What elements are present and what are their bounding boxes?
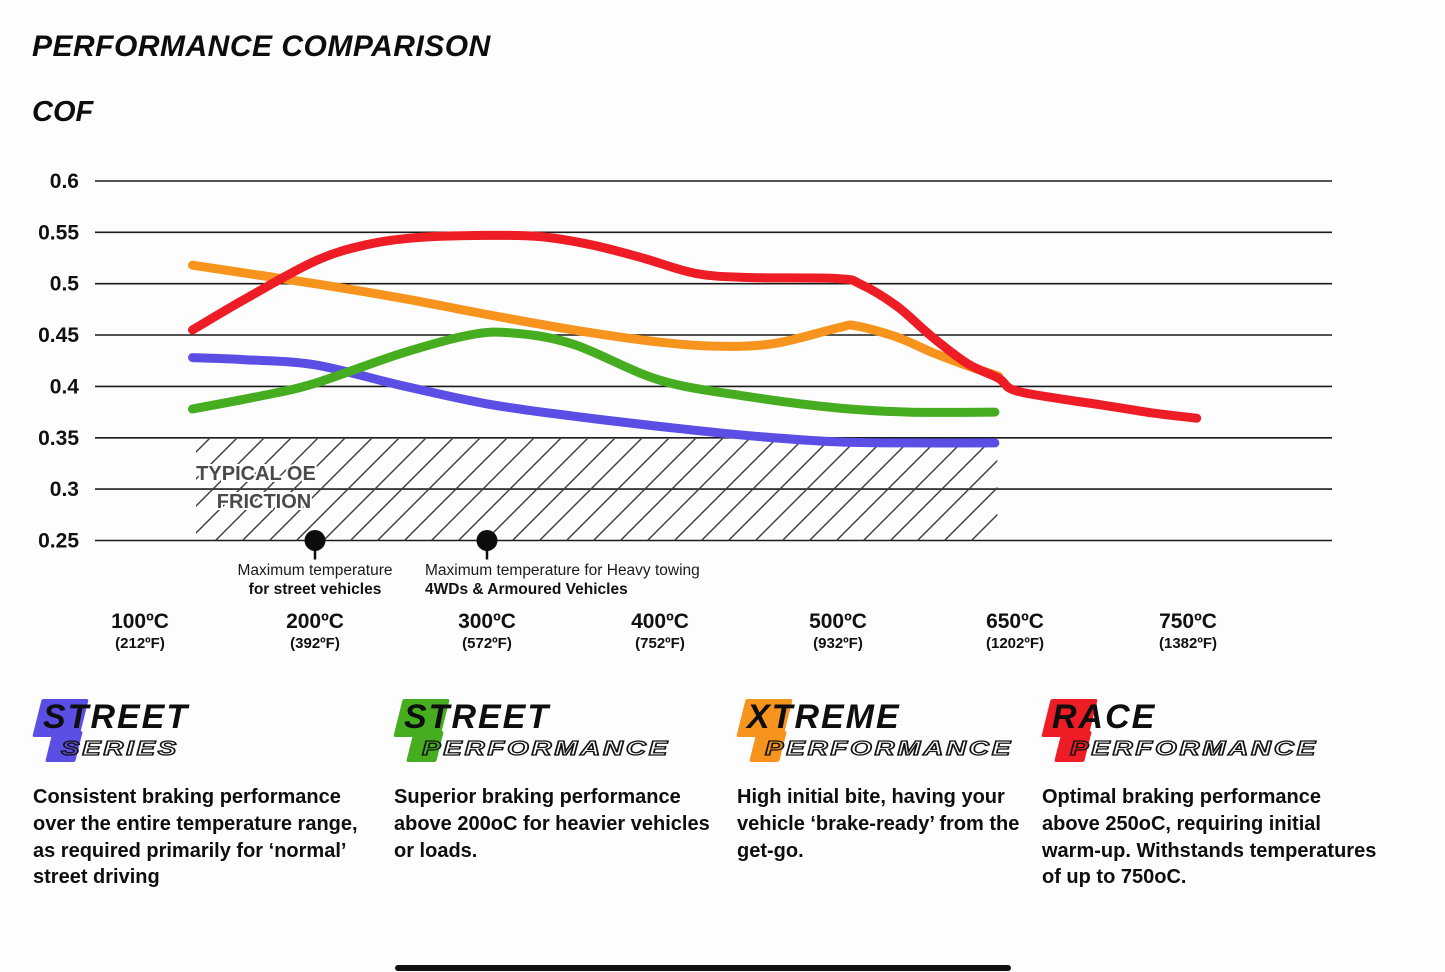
y-tick-label: 0.35: [38, 427, 79, 450]
legend-description: Superior braking performance above 200oC…: [394, 786, 710, 862]
y-tick-label: 0.5: [50, 273, 80, 296]
curve-xtreme-performance: [188, 260, 1003, 381]
street-performance-logo: STREET PERFORMANCE: [393, 698, 724, 772]
oe-friction-band: [196, 438, 998, 541]
brand-bottom-label: PERFORMANCE: [764, 737, 1013, 760]
annotation-text: Maximum temperature: [237, 562, 392, 579]
legend-item-race-performance: RACE PERFORMANCE Optimal braking perform…: [1041, 698, 1377, 891]
x-tick-sublabel: (392ºF): [290, 635, 340, 652]
y-tick-label: 0.6: [50, 170, 79, 193]
x-tick-sublabel: (572ºF): [462, 635, 512, 652]
svg-text:PERFORMANCE: PERFORMANCE: [422, 738, 670, 760]
x-tick-label: 400ºC: [631, 610, 689, 633]
video-progress-bar[interactable]: [395, 965, 1011, 971]
y-tick-label: 0.3: [50, 478, 79, 501]
curve-street-series: [188, 353, 1000, 448]
annotation-text: 4WDs & Armoured Vehicles: [425, 581, 628, 598]
annotation-text: for street vehicles: [249, 581, 382, 598]
x-tick-sublabel: (1382ºF): [1159, 635, 1217, 652]
y-tick-label: 0.25: [38, 530, 79, 553]
page-title: PERFORMANCE COMPARISON: [32, 30, 491, 63]
annotation-dot: [304, 530, 326, 551]
brand-top-label: STREET: [404, 698, 551, 736]
legend-description: Consistent braking performance over the …: [33, 786, 358, 889]
legend-description: Optimal braking performance above 250oC,…: [1042, 786, 1377, 889]
x-tick-label: 300ºC: [458, 610, 516, 633]
x-tick-label: 100ºC: [111, 610, 169, 633]
brand-bottom-label: PERFORMANCE: [1069, 737, 1318, 760]
x-tick-label: 500ºC: [809, 610, 867, 633]
brand-top-label: XTREME: [747, 698, 901, 736]
brand-top-label: STREET: [43, 698, 190, 736]
y-axis-title: COF: [32, 96, 94, 128]
brand-bottom-label: PERFORMANCE: [421, 737, 670, 760]
street-series-logo: STREET SERIES: [32, 698, 368, 772]
xtreme-performance-logo: XTREME PERFORMANCE: [736, 698, 1042, 772]
svg-text:PERFORMANCE: PERFORMANCE: [1070, 738, 1318, 760]
performance-chart: 0.6 0.55 0.5 0.45 0.4 0.35 0.3 0.25 TYPICAL OE FR…: [38, 170, 1332, 652]
legend: STREET SERIES Consistent braking perform…: [0, 698, 1445, 928]
curve-race-performance: [188, 230, 1202, 423]
oe-band-label: FRICTION: [217, 491, 311, 513]
y-tick-label: 0.45: [38, 324, 79, 347]
x-tick-sublabel: (752ºF): [635, 635, 685, 652]
svg-text:SERIES: SERIES: [61, 738, 179, 760]
annotation-text: Maximum temperature for Heavy towing: [425, 562, 700, 579]
annotation-dot: [476, 530, 498, 551]
legend-item-street-series: STREET SERIES Consistent braking perform…: [32, 698, 368, 891]
race-performance-logo: RACE PERFORMANCE: [1041, 698, 1377, 772]
y-tick-label: 0.55: [38, 221, 79, 244]
legend-description: High initial bite, having your vehicle ‘…: [737, 786, 1020, 862]
oe-band-label: TYPICAL OE: [196, 463, 316, 485]
brand-top-label: RACE: [1052, 698, 1157, 736]
x-tick-label: 200ºC: [286, 610, 344, 633]
x-tick-sublabel: (932ºF): [813, 635, 863, 652]
y-tick-label: 0.4: [50, 375, 80, 398]
legend-item-street-performance: STREET PERFORMANCE Superior braking perf…: [393, 698, 724, 864]
x-tick-label: 650ºC: [986, 610, 1044, 633]
svg-text:PERFORMANCE: PERFORMANCE: [765, 738, 1013, 760]
legend-item-xtreme-performance: XTREME PERFORMANCE High initial bite, ha…: [736, 698, 1042, 864]
x-tick-sublabel: (212ºF): [115, 635, 165, 652]
curve-street-performance: [188, 327, 1000, 417]
x-tick-sublabel: (1202ºF): [986, 635, 1044, 652]
brand-bottom-label: SERIES: [60, 737, 179, 760]
x-tick-label: 750ºC: [1159, 610, 1217, 633]
